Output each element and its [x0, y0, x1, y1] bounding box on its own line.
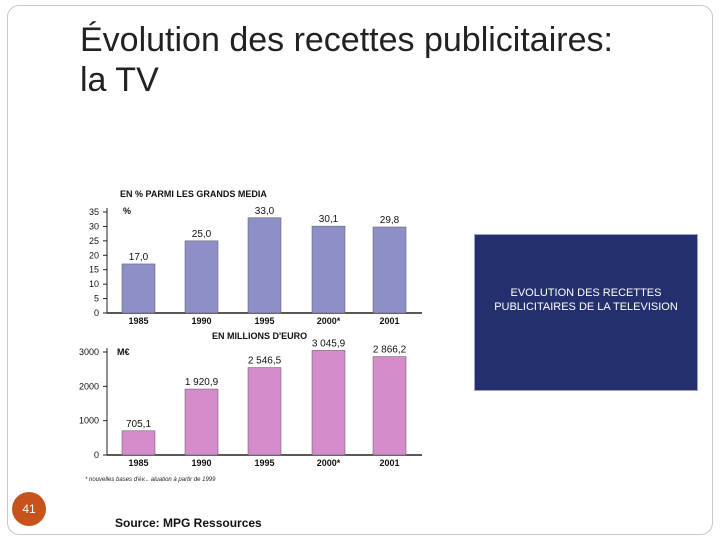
chart2-y-tick-label: 0 — [94, 450, 99, 460]
chart1-y-tick-label: 10 — [89, 279, 99, 289]
chart1-value-label: 17,0 — [129, 252, 149, 263]
chart1-unit-label: % — [123, 206, 131, 216]
chart1-bar-2000* — [311, 225, 346, 314]
chart2-category-label: 2000* — [317, 458, 341, 468]
chart2-y-tick-label: 2000 — [79, 381, 99, 391]
chart2-category-label: 1990 — [191, 458, 211, 468]
chart1-category-label: 1990 — [191, 316, 211, 326]
title-line-1: Évolution des recettes publicitaires: — [80, 21, 613, 59]
chart2-bar-2001 — [372, 356, 407, 456]
chart1-y-tick-label: 20 — [89, 250, 99, 260]
chart1-category-label: 1985 — [128, 316, 148, 326]
chart1-category-label: 2001 — [379, 316, 399, 326]
chart2-value-label: 705,1 — [126, 419, 151, 430]
chart1-title: EN % PARMI LES GRANDS MEDIA — [120, 189, 267, 199]
chart1-bar-1985 — [121, 263, 156, 314]
chart1-y-tick-label: 0 — [94, 308, 99, 318]
chart1-y-tick-label: 30 — [89, 221, 99, 231]
chart2-bar-1995 — [247, 367, 282, 456]
chart2-value-label: 3 045,9 — [312, 338, 346, 349]
chart1-value-label: 25,0 — [192, 229, 212, 240]
chart1-y-tick-label: 25 — [89, 236, 99, 246]
chart1-category-label: 1995 — [254, 316, 274, 326]
chart1-bar-1990 — [184, 240, 219, 314]
chart2-value-label: 1 920,9 — [185, 377, 219, 388]
chart2-value-label: 2 866,2 — [373, 345, 407, 356]
chart2-bar-1985 — [121, 430, 156, 456]
chart1-value-label: 33,0 — [255, 206, 275, 217]
info-box-line-2: PUBLICITAIRES DE LA TELEVISION — [494, 301, 678, 313]
chart1-y-tick-label: 15 — [89, 265, 99, 275]
chart2-y-tick-label: 3000 — [79, 347, 99, 357]
source-text: Source: MPG Ressources — [115, 516, 262, 530]
chart2-bar-1990 — [184, 388, 219, 456]
chart1-bar-2001 — [372, 226, 407, 314]
chart2-category-label: 1995 — [254, 458, 274, 468]
chart1-bar-1995 — [247, 217, 282, 314]
chart2-category-label: 2001 — [379, 458, 399, 468]
chart1-category-label: 2000* — [317, 316, 341, 326]
title-line-2: la TV — [80, 61, 159, 99]
chart1-y-tick-label: 35 — [89, 207, 99, 217]
chart2-category-label: 1985 — [128, 458, 148, 468]
page-number-badge: 41 — [12, 492, 46, 526]
info-box-line-1: EVOLUTION DES RECETTES — [510, 287, 662, 299]
chart2-bar-2000* — [311, 350, 346, 456]
slide-title: Évolution des recettes publicitaires: la… — [80, 20, 680, 100]
chart2-value-label: 2 546,5 — [248, 356, 282, 367]
chart2-y-tick-label: 1000 — [79, 416, 99, 426]
chart2-unit-label: M€ — [117, 347, 130, 357]
chart1-value-label: 29,8 — [380, 215, 400, 226]
info-box: EVOLUTION DES RECETTES PUBLICITAIRES DE … — [474, 234, 698, 391]
chart1-value-label: 30,1 — [319, 214, 339, 225]
chart2-title: EN MILLIONS D'EURO — [212, 331, 307, 341]
chart1-y-tick-label: 5 — [94, 294, 99, 304]
slide-frame — [7, 5, 713, 535]
charts-panel: EN % PARMI LES GRANDS MEDIA% 0 5 10 15 20 25 30… — [79, 189, 422, 483]
chart2-footnote: * nouvelles bases d'év... aluation à par… — [85, 477, 216, 483]
